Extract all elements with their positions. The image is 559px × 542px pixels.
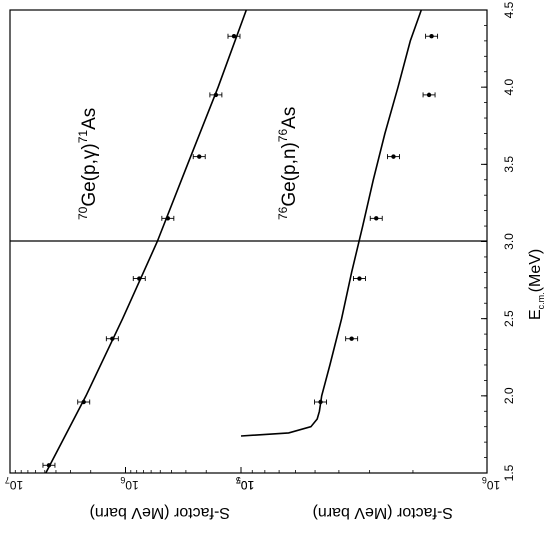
annotation-text: As	[79, 108, 100, 130]
upper-panel-annotation: 70Ge(p,γ)71As	[76, 108, 100, 220]
energy-tick-label: 4.5	[502, 1, 516, 18]
energy-tick-label: 1.5	[502, 464, 516, 481]
annotation-mass-number: 76	[276, 129, 290, 143]
sfactor-tick-label: 105	[236, 475, 254, 492]
lower-data-point	[349, 336, 354, 341]
annotation-text: Ge(p,n)	[279, 142, 300, 206]
energy-tick-label: 3.0	[502, 233, 516, 250]
lower-theory-curve	[240, 9, 423, 437]
energy-tick-label: 4.0	[502, 79, 516, 96]
energy-tick-label: 2.5	[502, 310, 516, 327]
annotation-gamma: γ	[79, 149, 100, 159]
sfactor-tick-label: 106	[120, 475, 138, 492]
energy-axis-unit: (MeV)	[527, 249, 544, 293]
upper-data-point	[197, 154, 202, 159]
sfactor-tick-label: 106	[482, 475, 500, 492]
lower-data-point	[374, 216, 379, 221]
annotation-text: As	[279, 107, 300, 129]
annotation-mass-number: 71	[76, 130, 90, 144]
upper-ylabel: S-factor (MeV barn)	[90, 504, 230, 521]
energy-tick-label: 3.5	[502, 156, 516, 173]
sfactor-tick-label: 107	[5, 475, 23, 492]
lower-data-point	[357, 276, 362, 281]
energy-tick-label: 2.0	[502, 387, 516, 404]
lower-data-point	[429, 34, 434, 39]
upper-data-point	[231, 34, 237, 39]
annotation-mass-number: 70	[76, 206, 90, 220]
lower-data-point	[391, 154, 396, 159]
upper-theory-curve	[45, 9, 248, 474]
annotation-mass-number: 76	[276, 206, 290, 220]
energy-axis-subscript: c.m.	[536, 292, 546, 309]
lower-panel-annotation: 76Ge(p,n)76As	[276, 107, 300, 220]
marks-layer	[42, 9, 439, 474]
lower-data-point	[426, 92, 432, 98]
energy-axis-symbol: E	[527, 309, 544, 320]
energy-axis-title: Ec.m.(MeV)	[527, 249, 546, 320]
lower-ylabel: S-factor (MeV barn)	[313, 504, 453, 521]
sfactor-tick-label: 107	[236, 475, 254, 492]
annotation-text: Ge(p,	[79, 159, 100, 207]
annotation-text: )	[79, 143, 100, 149]
